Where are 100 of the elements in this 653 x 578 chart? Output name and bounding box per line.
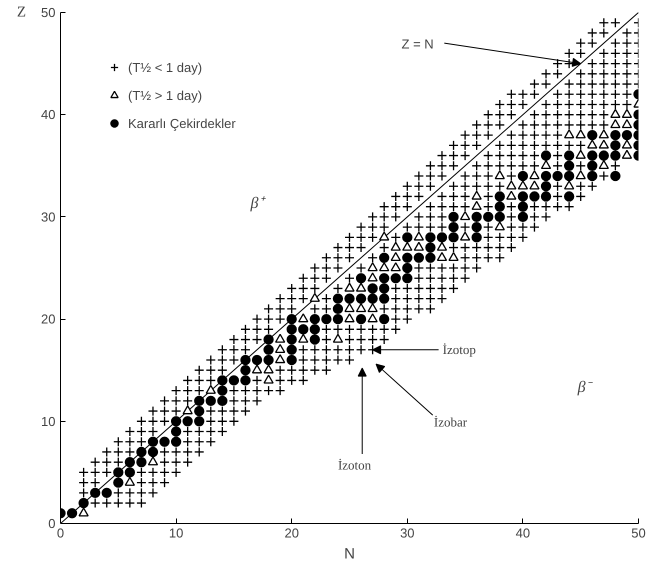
point [379, 212, 390, 222]
point [552, 58, 563, 69]
point [425, 160, 436, 171]
point [113, 498, 124, 508]
point [252, 334, 262, 345]
point [598, 170, 609, 182]
point [170, 396, 182, 406]
point [286, 283, 297, 294]
point [506, 160, 516, 171]
point [598, 18, 609, 28]
point [356, 262, 366, 274]
point [321, 273, 332, 284]
point [194, 375, 204, 386]
point [576, 181, 586, 192]
point [148, 416, 158, 426]
point [622, 28, 632, 38]
point [552, 191, 563, 202]
point [159, 396, 170, 406]
point [206, 416, 216, 426]
point [194, 446, 204, 458]
point [494, 120, 505, 130]
point [102, 457, 112, 468]
point [518, 140, 528, 151]
point [587, 181, 598, 192]
point [576, 99, 586, 110]
point [367, 222, 378, 232]
point [344, 242, 355, 253]
point [332, 262, 344, 274]
point [425, 170, 436, 182]
point [274, 365, 286, 376]
point [113, 488, 124, 498]
point [332, 242, 344, 253]
point [494, 150, 505, 161]
point [472, 130, 482, 140]
point [390, 202, 401, 212]
point [321, 262, 332, 274]
point [90, 457, 100, 468]
point [518, 232, 528, 242]
point [506, 222, 516, 232]
point [390, 212, 401, 222]
point [194, 365, 204, 376]
point [344, 232, 355, 242]
point [136, 498, 147, 508]
point [529, 202, 540, 212]
point [610, 18, 621, 28]
point [483, 252, 494, 263]
point [286, 375, 297, 386]
legend-label: (T½ < 1 day) [128, 60, 202, 74]
point [425, 273, 436, 284]
point [240, 385, 251, 396]
point [460, 262, 470, 274]
point [170, 467, 182, 478]
point [460, 202, 470, 212]
point [124, 426, 136, 437]
point [598, 68, 609, 79]
point [159, 467, 170, 478]
point [310, 354, 320, 366]
point [136, 467, 147, 478]
annotation: Z = N [402, 36, 434, 52]
legend-label: (T½ > 1 day) [128, 88, 202, 102]
point [576, 110, 586, 120]
point [448, 181, 459, 192]
y-tick-label: 0 [48, 516, 56, 531]
point [576, 191, 586, 202]
point [494, 242, 505, 253]
point [206, 375, 216, 386]
point [425, 294, 436, 304]
point [622, 58, 632, 69]
point [344, 273, 355, 284]
point [472, 181, 482, 192]
point [598, 48, 609, 59]
point [598, 58, 609, 69]
point [332, 283, 344, 294]
point [564, 89, 574, 100]
point [286, 294, 297, 304]
point [460, 222, 470, 232]
point [622, 99, 632, 110]
point [610, 78, 621, 90]
point [263, 385, 274, 396]
point [587, 110, 598, 120]
point [217, 354, 228, 366]
point [390, 314, 401, 324]
point [598, 110, 609, 120]
point [148, 467, 158, 478]
point [529, 110, 540, 120]
point [102, 446, 112, 458]
point [310, 262, 320, 274]
point [529, 89, 540, 100]
point [483, 242, 494, 253]
point [414, 222, 424, 232]
point [252, 375, 262, 386]
point [124, 488, 136, 498]
point [182, 396, 193, 406]
point [483, 191, 494, 202]
point [460, 242, 470, 253]
point [298, 273, 308, 284]
point [310, 365, 320, 376]
point [483, 120, 494, 130]
point [356, 324, 366, 334]
point [472, 160, 482, 171]
